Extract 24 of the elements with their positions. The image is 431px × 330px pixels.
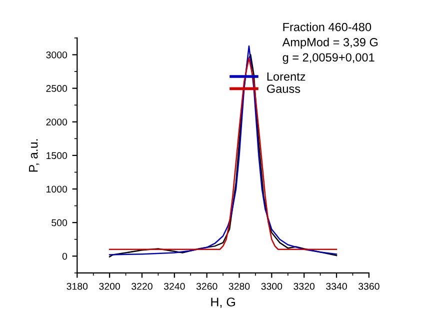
y-tick-label: 0 — [62, 252, 68, 260]
x-tick-label: 3300 — [261, 282, 282, 290]
y-tick-label: 1000 — [46, 186, 68, 193]
x-tick-label: 3340 — [326, 282, 347, 290]
x-tick-label: 3220 — [132, 282, 152, 290]
x-tick-label: 3360 — [358, 282, 380, 290]
x-tick-label: 3240 — [164, 282, 185, 290]
x-tick-label: 3200 — [99, 282, 120, 290]
x-tick-label: 3280 — [228, 282, 250, 290]
x-tick-label: 3260 — [196, 282, 218, 290]
y-tick-label: 500 — [52, 219, 68, 226]
x-tick-label: 3320 — [294, 282, 315, 290]
y-tick-label: 3000 — [46, 51, 68, 58]
annotation: AmpMod = 3,39 G — [282, 38, 378, 49]
annotation: g = 2,0059+0,001 — [282, 53, 374, 64]
text: Fraction 460-480 — [283, 22, 372, 32]
legend-label: Lorentz — [267, 72, 306, 81]
x-tick-label: 3180 — [66, 282, 88, 290]
y-tick-label: 1500 — [46, 152, 68, 160]
x-axis-title: H, G — [211, 298, 235, 308]
y-tick-label: 2500 — [46, 85, 68, 92]
y-tick-label: 2000 — [46, 118, 68, 126]
legend-label: Gauss — [267, 84, 300, 93]
y-axis-title: P, a.u. — [29, 139, 40, 172]
